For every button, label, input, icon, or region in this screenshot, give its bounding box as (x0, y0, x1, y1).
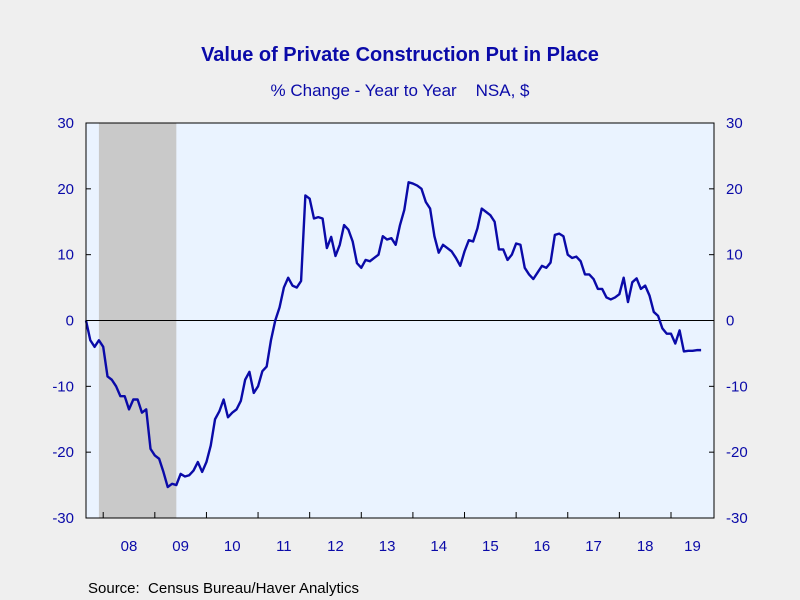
x-tick-label: 10 (224, 538, 241, 555)
y-tick-label-left: 30 (57, 115, 74, 132)
x-tick-label: 09 (172, 538, 189, 555)
source-note: Source: Census Bureau/Haver Analytics (88, 580, 359, 597)
x-tick-label: 15 (482, 538, 499, 555)
series-line (84, 181, 702, 489)
x-tick-label: 08 (121, 538, 138, 555)
x-tick-label: 18 (637, 538, 654, 555)
x-tick-label: 14 (430, 538, 447, 555)
y-tick-label-left: -10 (52, 378, 74, 395)
x-tick-label: 12 (327, 538, 344, 555)
y-tick-label-left: 10 (57, 247, 74, 264)
y-tick-label-left: -20 (52, 444, 74, 461)
chart-subtitle: % Change - Year to Year NSA, $ (271, 81, 530, 100)
y-tick-label-right: 0 (726, 313, 734, 330)
x-tick-label: 11 (276, 538, 292, 555)
y-tick-label-left: 0 (66, 313, 74, 330)
x-tick-label: 17 (585, 538, 602, 555)
y-tick-label-right: -30 (726, 510, 748, 527)
y-tick-label-right: -20 (726, 444, 748, 461)
plot-area: 30 30 20 20 10 10 0 0 -10 -10 -20 -20 -30 -30 08 09 10 11… (52, 115, 747, 555)
y-tick-label-left: 20 (57, 181, 74, 198)
y-tick-label-left: -30 (52, 510, 74, 527)
x-tick-label: 19 (684, 538, 701, 555)
y-tick-label-right: 30 (726, 115, 743, 132)
y-tick-label-right: 10 (726, 247, 743, 264)
x-tick-label: 13 (379, 538, 396, 555)
x-tick-label: 16 (534, 538, 551, 555)
y-tick-label-right: 20 (726, 181, 743, 198)
chart-title: Value of Private Construction Put in Pla… (201, 44, 599, 66)
y-tick-label-right: -10 (726, 378, 748, 395)
